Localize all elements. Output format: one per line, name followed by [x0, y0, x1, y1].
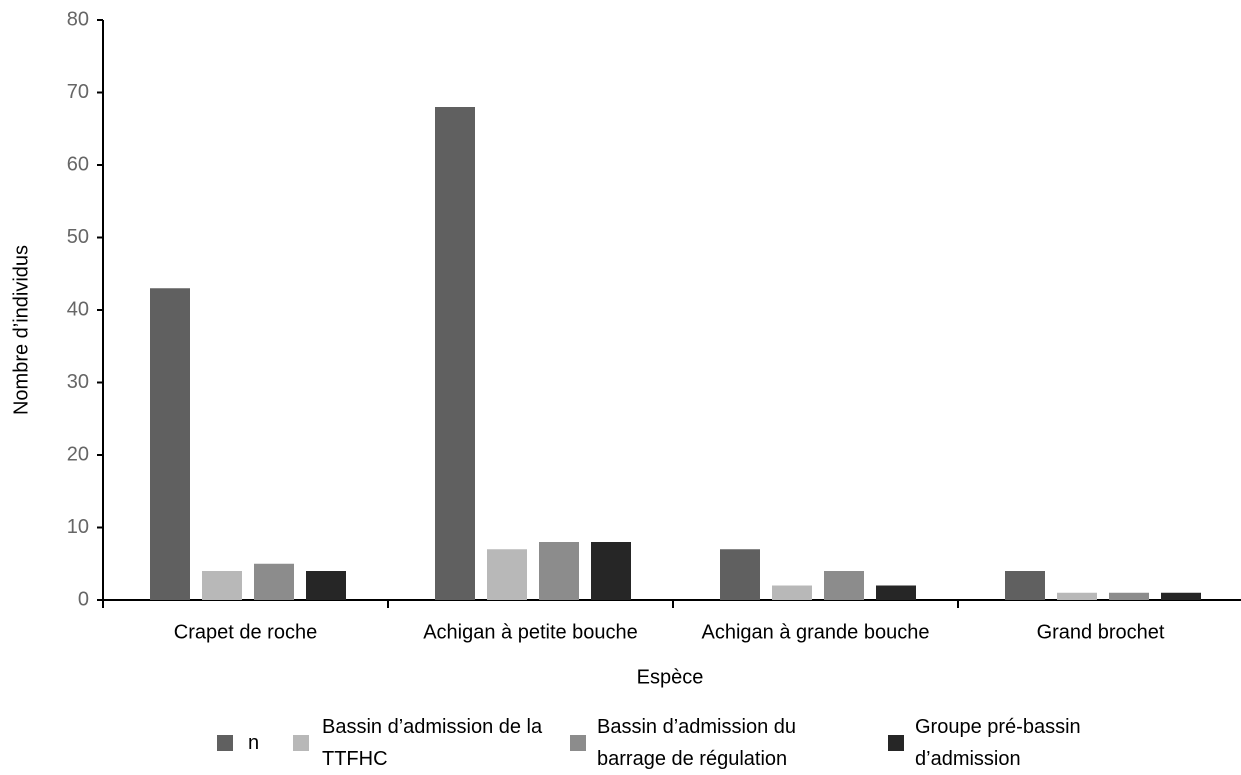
- bar: [1109, 592, 1149, 600]
- y-tick-label: 60: [67, 153, 89, 175]
- x-axis-title: Espèce: [637, 666, 704, 688]
- bar: [487, 549, 527, 600]
- bar: [202, 571, 242, 600]
- legend-label: Bassin d’admission de la TTFHC: [322, 716, 543, 770]
- y-axis-title: Nombre d’individus: [10, 245, 32, 415]
- legend-label: Bassin d’admission du barrage de régulat…: [597, 716, 796, 770]
- bar: [876, 585, 916, 600]
- bar: [1005, 571, 1045, 600]
- bar: [150, 288, 190, 600]
- x-tick-label: Achigan à grande bouche: [702, 621, 930, 643]
- bar: [772, 585, 812, 600]
- bar: [720, 549, 760, 600]
- y-tick-label: 80: [67, 8, 89, 30]
- y-tick-label: 70: [67, 81, 89, 103]
- y-tick-label: 30: [67, 371, 89, 393]
- legend-swatch: [293, 735, 309, 751]
- legend-swatch: [888, 735, 904, 751]
- y-tick-label: 50: [67, 226, 89, 248]
- legend-label: Groupe pré-bassin d’admission: [915, 716, 1081, 770]
- bar: [824, 571, 864, 600]
- y-tick-label: 10: [67, 516, 89, 538]
- bar: [306, 571, 346, 600]
- legend-swatch: [217, 735, 233, 751]
- bar: [1161, 592, 1201, 600]
- x-tick-label: Achigan à petite bouche: [423, 621, 638, 643]
- x-tick-label: Grand brochet: [1037, 621, 1165, 643]
- y-tick-label: 0: [78, 588, 89, 610]
- legend-swatch: [570, 735, 586, 751]
- x-tick-label: Crapet de roche: [174, 621, 317, 643]
- bar: [254, 563, 294, 600]
- bar: [591, 542, 631, 600]
- legend-label: n: [248, 732, 260, 754]
- y-tick-label: 40: [67, 298, 89, 320]
- bar: [435, 107, 475, 600]
- y-tick-label: 20: [67, 443, 89, 465]
- bar: [539, 542, 579, 600]
- bar: [1057, 592, 1097, 600]
- chart: Espèce Nombre d’individus 0 10 20 30 40 50 60 7…: [10, 8, 1241, 688]
